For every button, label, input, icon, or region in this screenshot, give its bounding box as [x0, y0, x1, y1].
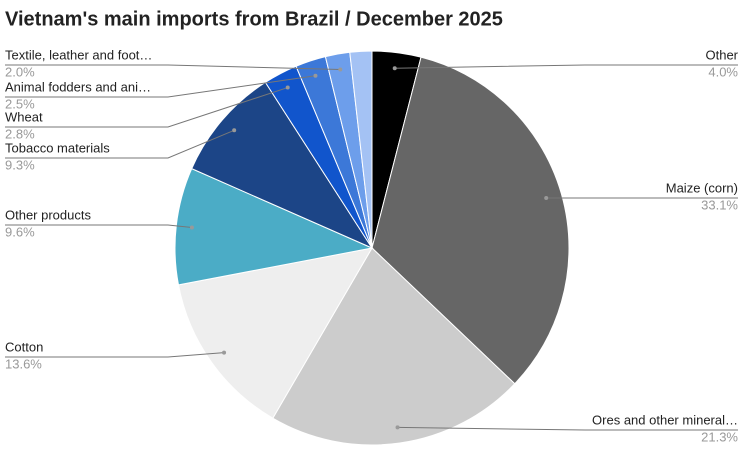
leader-dot [285, 85, 290, 90]
leader-dot [338, 67, 343, 72]
slice-label: Cotton [5, 339, 43, 354]
slice-value-label: 9.6% [5, 224, 35, 239]
pie-slice [371, 56, 570, 385]
leader-dot [232, 128, 237, 133]
slice-value-label: 4.0% [708, 64, 738, 79]
pie-slice [191, 81, 374, 250]
leader-dot [222, 350, 227, 355]
leader-line [397, 426, 738, 431]
slice-label: Other products [5, 207, 91, 222]
slice-label: Animal fodders and ani… [5, 79, 151, 94]
slice-value-label: 33.1% [701, 197, 738, 212]
pie-slice [177, 247, 373, 419]
slice-value-label: 21.3% [701, 429, 738, 444]
slice-label: Wheat [5, 109, 43, 124]
leader-line [394, 64, 738, 69]
leader-dot [544, 195, 549, 200]
leader-line [5, 224, 192, 229]
leader-line [5, 64, 341, 71]
leader-dot [189, 225, 194, 230]
slice-value-label: 2.0% [5, 64, 35, 79]
leader-dot [395, 425, 400, 430]
chart-title: Vietnam's main imports from Brazil / Dec… [5, 8, 503, 30]
slice-value-label: 2.8% [5, 126, 35, 141]
slice-label: Textile, leather and foot… [5, 47, 152, 62]
slice-label: Other [705, 47, 738, 62]
slice-label: Tobacco materials [5, 140, 110, 155]
pie-slice [272, 247, 516, 446]
slice-value-label: 2.5% [5, 96, 35, 111]
leader-line [5, 87, 288, 128]
slice-value-label: 9.3% [5, 157, 35, 172]
slice-label: Ores and other mineral… [592, 412, 738, 427]
leader-dot [313, 73, 318, 78]
leader-dot [392, 66, 397, 71]
leader-line [5, 129, 235, 159]
leader-line [5, 75, 316, 98]
leader-line [5, 352, 225, 358]
pie-slice [349, 50, 373, 249]
slice-value-label: 13.6% [5, 356, 42, 371]
slice-label: Maize (corn) [666, 180, 738, 195]
